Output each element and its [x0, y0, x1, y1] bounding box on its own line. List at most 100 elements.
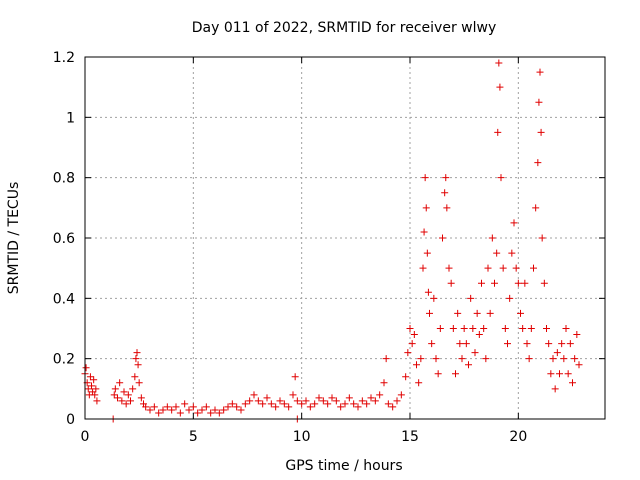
data-point [198, 406, 206, 414]
grid-lines [85, 57, 605, 419]
x-tick-label: 5 [189, 429, 198, 445]
data-point [475, 331, 483, 339]
data-point [573, 331, 581, 339]
data-point [110, 391, 118, 399]
data-point [471, 349, 479, 357]
data-point [291, 373, 299, 381]
data-point [517, 309, 524, 317]
data-point [111, 385, 119, 393]
axis-ticks: 0 5 10 15 20 0 0.2 0.4 0.6 0.8 1 1.2 [53, 50, 605, 445]
data-point [439, 234, 446, 242]
data-point [424, 288, 432, 296]
data-point [341, 400, 349, 408]
data-point [142, 403, 150, 411]
data-point [445, 264, 453, 272]
data-point [551, 385, 559, 393]
data-point [86, 373, 94, 381]
data-point [506, 294, 514, 302]
data-point [127, 397, 134, 405]
data-point [442, 174, 450, 182]
data-point [224, 403, 232, 411]
data-point [382, 355, 390, 363]
data-point [259, 400, 267, 408]
data-point [543, 325, 550, 332]
data-points [81, 59, 583, 423]
data-point [460, 325, 468, 332]
data-point [131, 373, 139, 381]
data-point [124, 391, 132, 399]
data-point [389, 403, 397, 411]
data-point [560, 355, 568, 363]
data-point [458, 355, 466, 363]
data-point [211, 406, 219, 414]
data-point [569, 379, 576, 387]
data-point [488, 234, 496, 242]
data-point [417, 355, 425, 363]
data-point [176, 409, 184, 417]
data-point [315, 394, 323, 402]
x-tick-label: 20 [509, 429, 527, 445]
x-tick-label: 10 [293, 429, 311, 445]
data-point [384, 400, 392, 408]
data-point [350, 400, 358, 408]
data-point [163, 403, 171, 411]
data-point [566, 340, 574, 348]
data-point [215, 409, 223, 417]
data-point [207, 409, 215, 417]
data-point [345, 394, 353, 402]
y-tick-label: 0.6 [53, 231, 75, 247]
data-point [354, 403, 362, 411]
x-tick-label: 0 [81, 429, 90, 445]
data-point [272, 403, 280, 411]
data-point [534, 159, 542, 167]
data-point [523, 340, 531, 348]
data-point [496, 83, 504, 91]
data-point [189, 403, 197, 411]
data-point [467, 294, 475, 302]
data-point [254, 397, 262, 405]
data-point [430, 294, 438, 302]
data-point [150, 403, 158, 411]
data-point [298, 400, 306, 408]
data-point [519, 325, 527, 332]
data-point [133, 349, 141, 357]
data-point [423, 249, 431, 257]
x-axis-label: GPS time / hours [285, 458, 402, 474]
data-point [172, 403, 180, 411]
data-point [88, 382, 95, 390]
data-point [285, 403, 293, 411]
data-point [497, 174, 505, 182]
data-point [406, 325, 414, 332]
data-point [419, 264, 427, 272]
data-point [402, 373, 410, 381]
data-point [510, 219, 518, 227]
data-point [521, 279, 529, 287]
data-point [185, 406, 193, 414]
data-point [562, 325, 570, 332]
data-point [237, 406, 245, 414]
data-point [525, 355, 533, 363]
y-axis-label: SRMTID / TECUs [6, 182, 22, 295]
data-point [547, 370, 555, 378]
data-point [408, 340, 416, 348]
data-point [514, 279, 522, 287]
data-point [194, 409, 202, 417]
data-point [122, 400, 130, 408]
data-point [181, 400, 189, 408]
data-point [132, 355, 140, 363]
data-point [233, 403, 241, 411]
data-point [532, 204, 540, 212]
data-point [376, 391, 384, 399]
data-point [462, 340, 470, 348]
data-point [220, 406, 228, 414]
data-point [443, 204, 451, 212]
data-point [456, 340, 464, 348]
data-point [246, 397, 254, 405]
data-point [449, 325, 457, 332]
data-point [494, 128, 502, 136]
data-point [155, 409, 163, 417]
data-point [434, 370, 442, 378]
data-point [289, 391, 297, 399]
y-tick-label: 1 [66, 110, 75, 126]
